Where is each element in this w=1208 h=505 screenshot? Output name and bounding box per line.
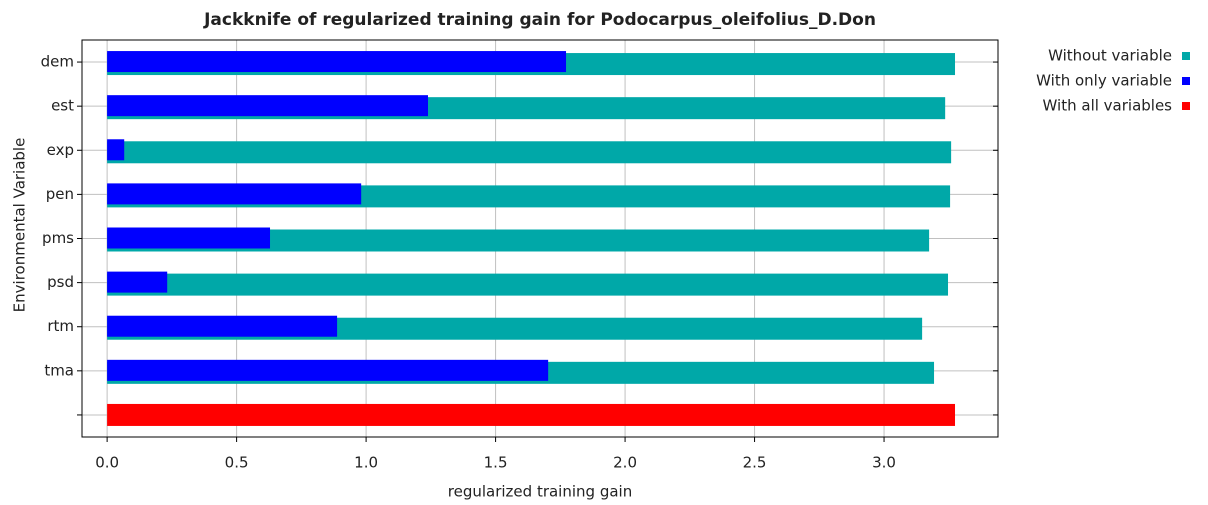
x-tick-label: 1.0 <box>354 454 378 472</box>
bar <box>107 227 271 249</box>
x-axis-label: regularized training gain <box>448 483 632 501</box>
y-tick-label: pen <box>46 185 74 203</box>
y-tick-label: exp <box>47 141 74 159</box>
legend-swatch <box>1182 52 1190 60</box>
x-tick-label: 3.0 <box>872 454 896 472</box>
y-tick-label: pms <box>42 229 74 247</box>
x-tick-label: 2.5 <box>743 454 767 472</box>
legend-label: Without variable <box>1048 47 1172 65</box>
legend-label: With all variables <box>1043 97 1173 115</box>
bar <box>107 51 567 73</box>
x-tick-label: 2.0 <box>613 454 637 472</box>
legend-swatch <box>1182 102 1190 110</box>
x-tick-label: 1.5 <box>484 454 508 472</box>
y-tick-label: rtm <box>47 317 74 335</box>
bar <box>107 271 168 293</box>
bar <box>107 139 125 161</box>
y-axis-label: Environmental Variable <box>11 138 29 313</box>
bar <box>107 359 549 381</box>
bar <box>107 315 338 337</box>
legend-swatch <box>1182 77 1190 85</box>
bar <box>107 403 956 426</box>
chart-title: Jackknife of regularized training gain f… <box>203 10 876 30</box>
bar <box>107 141 952 164</box>
y-tick-label: psd <box>47 273 74 291</box>
bar <box>107 183 362 205</box>
bar <box>107 95 428 117</box>
bar <box>107 229 930 252</box>
legend-label: With only variable <box>1036 72 1172 90</box>
x-tick-label: 0.5 <box>225 454 249 472</box>
y-tick-label: tma <box>44 361 74 379</box>
y-tick-label: est <box>51 97 74 115</box>
y-tick-label: dem <box>41 53 74 71</box>
x-tick-label: 0.0 <box>95 454 119 472</box>
bar <box>107 273 949 296</box>
plot-border <box>81 39 999 438</box>
